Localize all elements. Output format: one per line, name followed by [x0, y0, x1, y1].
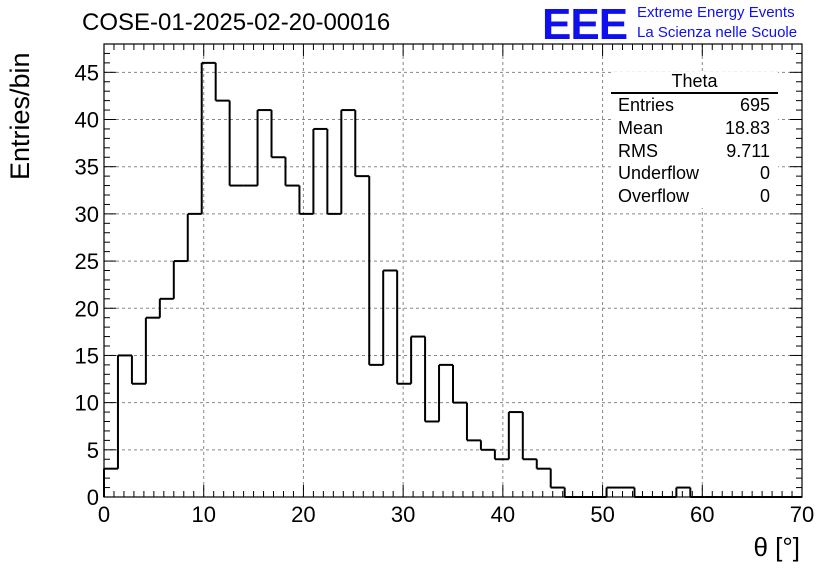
- stats-row: Underflow 0: [611, 162, 778, 185]
- chart-title: COSE-01-2025-02-20-00016: [82, 9, 391, 36]
- stats-label: Underflow: [618, 163, 700, 184]
- y-tick-label: 10: [75, 391, 99, 416]
- y-tick-label: 5: [87, 438, 99, 463]
- stats-label: Mean: [618, 117, 664, 138]
- x-tick-label: 10: [191, 502, 215, 527]
- stats-row: Overflow 0: [611, 185, 778, 208]
- stats-value: 18.83: [724, 117, 770, 138]
- x-tick-label: 50: [590, 502, 614, 527]
- stats-value: 0: [759, 163, 770, 184]
- y-tick-label: 15: [75, 343, 99, 368]
- x-tick-label: 40: [491, 502, 515, 527]
- x-tick-label: 60: [690, 502, 714, 527]
- stats-label: Overflow: [618, 186, 690, 207]
- stats-value: 9.711: [726, 140, 770, 161]
- stats-value: 0: [759, 186, 770, 207]
- x-tick-label: 20: [291, 502, 315, 527]
- y-tick-label: 25: [75, 249, 99, 274]
- y-tick-label: 40: [75, 108, 99, 133]
- y-tick-label: 35: [75, 155, 99, 180]
- logo-line-1: Extreme Energy Events: [637, 4, 795, 21]
- stats-title: Theta: [611, 72, 778, 94]
- eee-logo: EEE: [542, 0, 628, 49]
- stats-row: Mean 18.83: [611, 117, 778, 140]
- stats-value: 695: [739, 95, 770, 115]
- y-tick-label: 45: [75, 60, 99, 85]
- y-tick-label: 20: [75, 296, 99, 321]
- logo-line-2: La Scienza nelle Scuole: [637, 24, 798, 41]
- x-tick-label: 30: [391, 502, 415, 527]
- stats-row: RMS 9.711: [611, 140, 778, 163]
- stats-label: RMS: [618, 140, 658, 161]
- stats-box: Theta Entries 695 Mean 18.83 RMS 9.711 U…: [611, 72, 778, 208]
- stats-label: Entries: [618, 95, 675, 115]
- x-axis-label: θ [°]: [753, 532, 800, 562]
- y-tick-label: 0: [87, 485, 99, 510]
- x-tick-label: 70: [790, 502, 814, 527]
- x-tick-label: 0: [98, 502, 110, 527]
- y-tick-label: 30: [75, 202, 99, 227]
- stats-row: Entries 695: [611, 94, 778, 117]
- y-axis-label: Entries/bin: [5, 52, 35, 180]
